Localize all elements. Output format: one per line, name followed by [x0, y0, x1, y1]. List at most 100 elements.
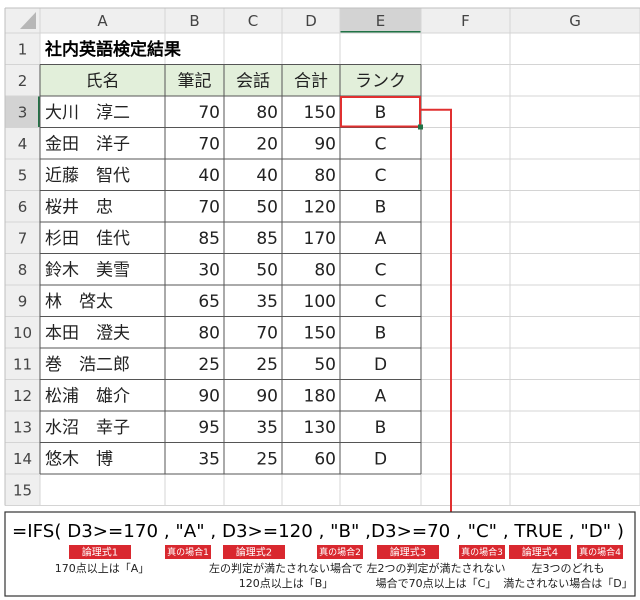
rank-cell[interactable]: A	[375, 386, 387, 406]
score-cell[interactable]: 20	[256, 134, 278, 154]
formula-note: 満たされない場合は「D」	[503, 576, 632, 590]
row-header[interactable]: 10	[13, 324, 32, 342]
score-cell[interactable]: 150	[304, 103, 336, 123]
score-cell[interactable]: 25	[256, 449, 278, 469]
table-header-cell[interactable]: 合計	[294, 71, 328, 91]
rank-cell[interactable]: D	[374, 355, 387, 375]
formula-tag: 論理式2	[236, 546, 272, 559]
rank-cell[interactable]: D	[374, 449, 387, 469]
column-header[interactable]: D	[305, 12, 317, 30]
column-header[interactable]: B	[189, 12, 199, 30]
column-header[interactable]: F	[461, 12, 470, 30]
row-header[interactable]: 15	[13, 481, 32, 499]
row-header[interactable]: 4	[18, 135, 28, 153]
score-cell[interactable]: 90	[198, 386, 220, 406]
score-cell[interactable]: 80	[314, 260, 336, 280]
score-cell[interactable]: 80	[198, 323, 220, 343]
score-cell[interactable]: 30	[198, 260, 220, 280]
row-header[interactable]: 11	[13, 355, 32, 373]
formula-tag: 真の場合3	[461, 546, 503, 558]
selected-cell	[340, 96, 421, 128]
select-all-corner[interactable]	[20, 12, 36, 29]
formula-tag: 真の場合1	[167, 546, 209, 558]
column-header[interactable]: C	[248, 12, 258, 30]
name-cell[interactable]: 林 啓太	[45, 292, 113, 312]
row-header[interactable]: 6	[18, 198, 28, 216]
score-cell[interactable]: 35	[198, 449, 220, 469]
rank-cell[interactable]: C	[375, 292, 387, 312]
name-cell[interactable]: 近藤 智代	[45, 166, 130, 186]
table-header-cell[interactable]: 筆記	[178, 71, 212, 91]
column-header[interactable]: E	[376, 12, 385, 30]
row-header[interactable]: 2	[18, 72, 28, 90]
score-cell[interactable]: 85	[256, 229, 278, 249]
score-cell[interactable]: 70	[198, 197, 220, 217]
row-header[interactable]: 12	[13, 387, 32, 405]
rank-cell[interactable]: C	[375, 134, 387, 154]
score-cell[interactable]: 90	[256, 386, 278, 406]
name-cell[interactable]: 鈴木 美雪	[45, 260, 130, 280]
score-cell[interactable]: 35	[256, 418, 278, 438]
score-cell[interactable]: 35	[256, 292, 278, 312]
rank-cell[interactable]: B	[375, 103, 387, 123]
rank-cell[interactable]: A	[375, 229, 387, 249]
name-cell[interactable]: 松浦 雄介	[45, 386, 130, 406]
column-header[interactable]: G	[569, 12, 581, 30]
table-header-cell[interactable]: 会話	[236, 71, 270, 91]
row-header[interactable]: 8	[18, 261, 28, 279]
formula-tag: 真の場合2	[319, 546, 361, 558]
score-cell[interactable]: 170	[304, 229, 336, 249]
score-cell[interactable]: 60	[314, 449, 336, 469]
rank-cell[interactable]: B	[375, 418, 387, 438]
formula-note: 左2つの判定が満たされない	[367, 561, 506, 575]
column-header[interactable]: A	[97, 12, 108, 30]
name-cell[interactable]: 杉田 佳代	[45, 229, 130, 249]
score-cell[interactable]: 90	[314, 134, 336, 154]
formula-text: =IFS( D3>=170 , "A" , D3>=120 , "B" ,D3>…	[12, 521, 624, 542]
row-header[interactable]: 3	[18, 103, 28, 121]
row-header[interactable]: 13	[13, 418, 32, 436]
score-cell[interactable]: 100	[304, 292, 336, 312]
score-cell[interactable]: 85	[198, 229, 220, 249]
row-header[interactable]: 1	[18, 40, 28, 58]
score-cell[interactable]: 50	[256, 197, 278, 217]
score-cell[interactable]: 150	[304, 323, 336, 343]
score-cell[interactable]: 40	[198, 166, 220, 186]
name-cell[interactable]: 悠木 博	[45, 449, 113, 469]
row-header[interactable]: 9	[18, 292, 28, 310]
name-cell[interactable]: 桜井 忠	[45, 197, 113, 217]
score-cell[interactable]: 70	[256, 323, 278, 343]
score-cell[interactable]: 40	[256, 166, 278, 186]
name-cell[interactable]: 水沼 幸子	[45, 418, 130, 438]
name-cell[interactable]: 大川 淳二	[45, 103, 130, 123]
score-cell[interactable]: 70	[198, 103, 220, 123]
score-cell[interactable]: 130	[304, 418, 336, 438]
score-cell[interactable]: 50	[256, 260, 278, 280]
score-cell[interactable]: 120	[304, 197, 336, 217]
score-cell[interactable]: 70	[198, 134, 220, 154]
name-cell[interactable]: 本田 澄夫	[45, 323, 130, 343]
rank-cell[interactable]: C	[375, 260, 387, 280]
formula-tag: 論理式1	[82, 546, 118, 559]
score-cell[interactable]: 25	[256, 355, 278, 375]
rank-cell[interactable]: B	[375, 197, 387, 217]
score-cell[interactable]: 80	[256, 103, 278, 123]
name-cell[interactable]: 巻 浩二郎	[45, 355, 130, 375]
score-cell[interactable]: 25	[198, 355, 220, 375]
score-cell[interactable]: 65	[198, 292, 220, 312]
row-header[interactable]: 5	[18, 166, 28, 184]
score-cell[interactable]: 50	[314, 355, 336, 375]
score-cell[interactable]: 80	[314, 166, 336, 186]
table-header-cell[interactable]: 氏名	[86, 71, 120, 91]
rank-cell[interactable]: B	[375, 323, 387, 343]
score-cell[interactable]: 180	[304, 386, 336, 406]
score-cell[interactable]: 95	[198, 418, 220, 438]
fill-handle	[418, 124, 423, 130]
rank-cell[interactable]: C	[375, 166, 387, 186]
table-header-cell[interactable]: ランク	[355, 71, 406, 91]
row-header[interactable]: 7	[18, 229, 28, 247]
name-cell[interactable]: 金田 洋子	[45, 134, 130, 154]
row-header[interactable]: 14	[13, 450, 32, 468]
